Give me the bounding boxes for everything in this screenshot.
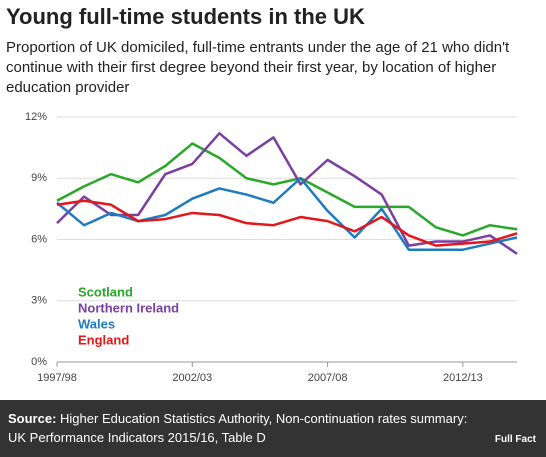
logo: Full Fact	[494, 434, 536, 445]
x-tick-label: 2002/03	[172, 372, 212, 384]
chart-subtitle: Proportion of UK domiciled, full-time en…	[6, 39, 510, 96]
chart-title: Young full-time students in the UK	[6, 4, 365, 29]
y-tick-label: 0%	[31, 356, 47, 368]
y-tick-label: 9%	[31, 172, 47, 184]
legend-label: Wales	[78, 316, 115, 331]
series-line	[56, 199, 518, 247]
source: Higher Education Statistics Authority, N…	[8, 411, 468, 445]
y-tick-label: 3%	[31, 295, 47, 307]
source-label: Source:	[8, 411, 57, 426]
legend-label: England	[78, 332, 129, 347]
series-line	[56, 132, 518, 255]
x-tick-label: 1997/98	[37, 372, 77, 384]
y-tick-label: 6%	[31, 233, 47, 245]
legend-label: Scotland	[78, 284, 133, 299]
x-tick-label: 2012/13	[443, 372, 483, 384]
y-tick-label: 12%	[25, 111, 47, 123]
x-tick-label: 2007/08	[308, 372, 348, 384]
chart: 0% 3% 6% 9% 12% 1997/98 2002/03 2007/08 2012/13 S…	[25, 111, 518, 384]
legend-label: Northern Ireland	[78, 300, 179, 315]
series-line	[56, 142, 518, 237]
footer: Source: Higher Education Statistics Auth…	[0, 400, 546, 457]
